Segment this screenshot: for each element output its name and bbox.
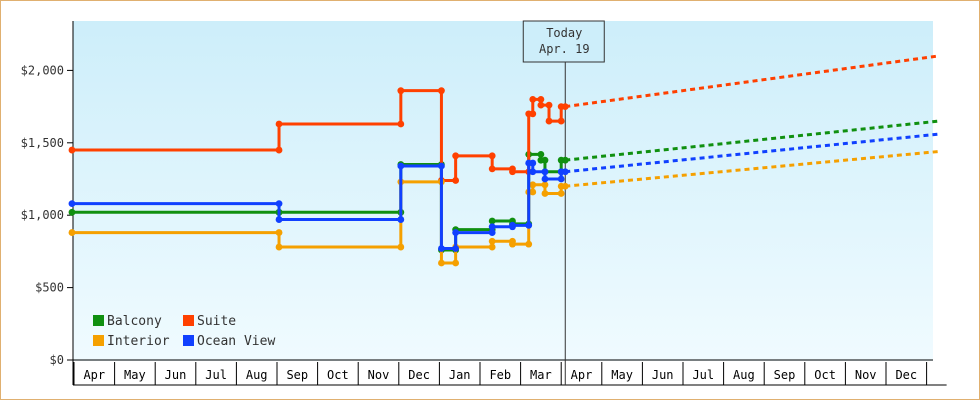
data-point <box>545 101 553 109</box>
data-point <box>537 95 545 103</box>
data-point <box>557 117 565 125</box>
y-tick-label: $2,000 <box>21 63 64 77</box>
data-point <box>529 159 537 167</box>
y-tick-label: $0 <box>50 353 64 367</box>
x-tick-label: Dec <box>895 368 917 382</box>
data-point <box>397 120 405 128</box>
x-tick-label: Apr <box>83 368 105 382</box>
x-tick-label: Sep <box>774 368 796 382</box>
data-point <box>452 229 460 236</box>
data-point <box>275 229 283 236</box>
x-tick-label: Jan <box>449 368 471 382</box>
data-point <box>488 229 496 236</box>
x-tick-label: May <box>611 368 633 382</box>
data-point <box>275 146 283 154</box>
x-tick-label: Oct <box>814 368 836 382</box>
data-point <box>537 101 545 109</box>
legend-label: Ocean View <box>197 334 275 349</box>
data-point <box>561 182 569 190</box>
x-tick-label: Aug <box>733 368 755 382</box>
data-point <box>541 168 549 176</box>
data-point <box>488 223 496 231</box>
data-point <box>275 216 283 223</box>
data-point <box>509 221 516 229</box>
data-point <box>537 150 545 158</box>
data-point <box>397 87 405 95</box>
legend-swatch <box>93 315 104 326</box>
data-point <box>452 245 460 252</box>
y-tick-label: $1,000 <box>21 208 64 222</box>
data-point <box>529 110 537 118</box>
x-tick-label: Jul <box>205 368 227 382</box>
data-point <box>275 200 283 208</box>
data-point <box>541 190 549 197</box>
x-tick-label: Sep <box>286 368 308 382</box>
legend-swatch <box>93 335 104 346</box>
data-point <box>545 117 553 125</box>
data-point <box>68 229 76 236</box>
legend-label: Suite <box>197 314 236 329</box>
legend-swatch <box>183 315 194 326</box>
legend-label: Balcony <box>107 314 162 329</box>
data-point <box>529 95 537 103</box>
x-tick-label: Apr <box>571 368 593 382</box>
data-point <box>488 152 496 160</box>
x-tick-label: Aug <box>246 368 268 382</box>
data-point <box>452 177 460 184</box>
today-date: Apr. 19 <box>539 42 590 56</box>
data-point <box>525 221 533 229</box>
data-point <box>488 243 496 251</box>
data-point <box>488 237 496 245</box>
x-tick-label: Jun <box>165 368 187 382</box>
x-tick-label: Jun <box>652 368 674 382</box>
series-line <box>71 161 566 251</box>
today-box <box>522 20 605 63</box>
data-point <box>509 240 516 248</box>
x-tick-label: Dec <box>408 368 430 382</box>
data-point <box>541 156 549 164</box>
data-point <box>68 200 76 208</box>
data-point <box>488 217 496 225</box>
data-point <box>452 152 460 160</box>
y-tick-label: $1,500 <box>21 136 64 150</box>
data-point <box>529 188 537 196</box>
data-point <box>561 168 569 176</box>
data-point <box>529 181 537 189</box>
data-point <box>397 216 405 223</box>
data-point <box>438 245 445 252</box>
data-point <box>438 87 445 95</box>
x-tick-label: Mar <box>530 368 552 382</box>
data-point <box>557 190 565 197</box>
x-tick-label: Nov <box>855 368 877 382</box>
data-point <box>541 175 549 183</box>
data-point <box>541 181 549 189</box>
x-tick-label: Feb <box>489 368 511 382</box>
legend-swatch <box>183 335 194 346</box>
data-point <box>397 243 405 251</box>
legend-label: Interior <box>107 334 170 349</box>
data-point <box>557 175 565 183</box>
data-point <box>488 165 496 173</box>
plot-background <box>73 21 933 361</box>
data-point <box>438 162 445 170</box>
data-point <box>397 162 405 170</box>
x-tick-label: Nov <box>368 368 390 382</box>
data-point <box>68 208 76 216</box>
data-point <box>452 259 460 267</box>
data-point <box>275 243 283 251</box>
today-label: Today <box>546 26 582 40</box>
data-point <box>525 240 533 248</box>
data-point <box>438 259 445 267</box>
data-point <box>509 168 516 176</box>
x-tick-label: Jul <box>692 368 714 382</box>
data-point <box>529 168 537 176</box>
data-point <box>275 120 283 128</box>
x-tick-label: Oct <box>327 368 349 382</box>
y-tick-label: $500 <box>35 281 64 295</box>
data-point <box>68 146 76 154</box>
x-tick-label: May <box>124 368 146 382</box>
